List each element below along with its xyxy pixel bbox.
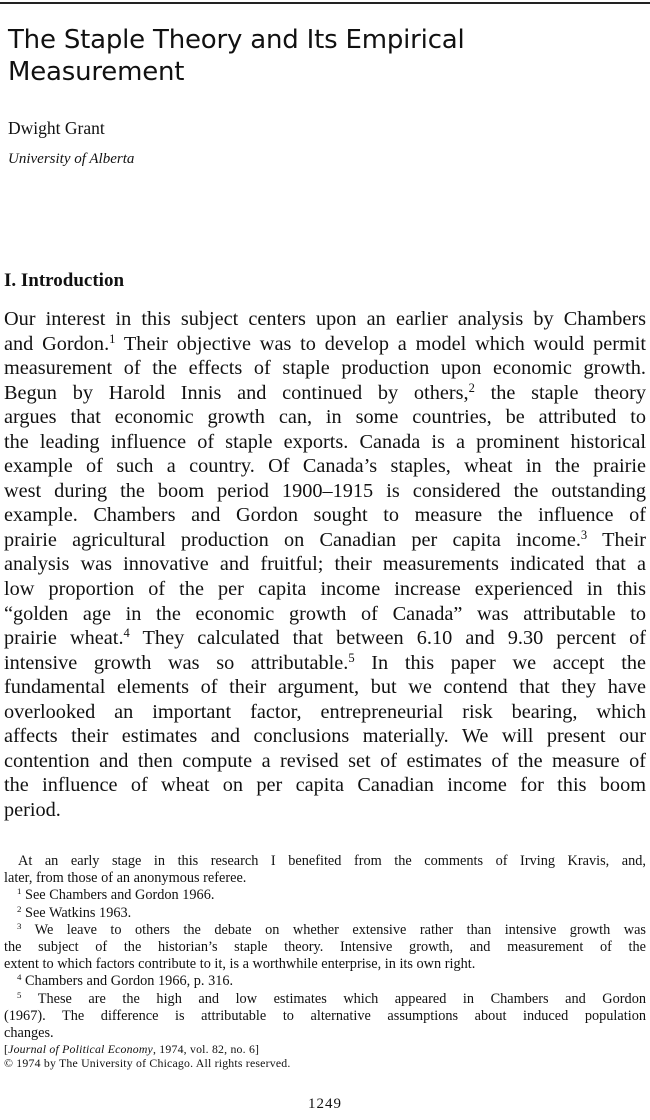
footnote-mark: 1 (17, 886, 22, 897)
body-line: measurement of the effects of staple pro… (4, 357, 646, 380)
footnote-mark: 5 (17, 989, 22, 1000)
footnote-2: 2 See Watkins 1963. (17, 903, 132, 921)
section-heading: I. Introduction (4, 270, 125, 291)
body-line: Begun by Harold Innis and continued by o… (4, 380, 647, 404)
body-line: example of such a country. Of Canada’s s… (4, 455, 646, 478)
body-line: fundamental elements of their argument, … (4, 676, 646, 699)
title-line: The Staple Theory and Its Empirical (8, 25, 465, 55)
author-name: Dwight Grant (8, 118, 105, 138)
acknowledgment-line: At an early stage in this research I ben… (18, 853, 646, 869)
body-line: contention and then compute a revised se… (4, 749, 646, 772)
author-affiliation: University of Alberta (8, 151, 135, 167)
footnote-mark: 3 (17, 920, 22, 931)
body-line: Our interest in this subject centers upo… (4, 308, 646, 330)
journal-citation: [Journal of Political Economy, 1974, vol… (4, 1042, 260, 1057)
page-number: 1249 (308, 1096, 342, 1112)
footnote-ref[interactable]: 4 (123, 626, 130, 641)
body-line: intensive growth was so attributable.5 I… (4, 650, 646, 674)
body-line: analysis was innovative and fruitful; th… (4, 553, 646, 576)
body-line: and Gordon.1 Their objective was to deve… (4, 331, 647, 355)
body-line: overlooked an important factor, entrepre… (4, 700, 646, 723)
body-line: argues that economic growth can, in some… (4, 406, 646, 429)
footnote-ref[interactable]: 3 (580, 528, 588, 542)
footnote-4: 4 Chambers and Gordon 1966, p. 316. (17, 972, 234, 990)
footnote-5-line: changes. (4, 1025, 54, 1042)
body-line: “golden age in the economic growth of Ca… (4, 602, 646, 625)
top-rule (0, 2, 650, 4)
copyright-notice: © 1974 by The University of Chicago. All… (4, 1056, 291, 1071)
footnote-5: 5 These are the high and low estimates w… (17, 989, 646, 1007)
journal-name: Journal of Political Economy (8, 1042, 153, 1057)
footnote-mark: 2 (17, 903, 22, 914)
footnote-ref[interactable]: 2 (468, 380, 475, 395)
acknowledgment-line: later, from those of an anonymous refere… (4, 870, 247, 887)
footnotes: At an early stage in this research I ben… (4, 853, 646, 1070)
footnote-1: 1 See Chambers and Gordon 1966. (17, 886, 215, 904)
footnote-3: 3 We leave to others the debate on wheth… (17, 920, 646, 938)
body-line: affects their estimates and conclusions … (4, 725, 646, 748)
body-line: west during the boom period 1900–1915 is… (4, 479, 646, 502)
body-line: prairie agricultural production on Canad… (4, 528, 646, 551)
footnote-ref[interactable]: 5 (348, 650, 355, 665)
footnote-mark: 4 (17, 972, 22, 983)
body-line: example. Chambers and Gordon sought to m… (4, 504, 646, 527)
body-line: the influence of wheat on per capita Can… (4, 774, 646, 797)
footnote-5-line: (1967). The difference is attributable t… (4, 1007, 646, 1024)
footnote-3-line: extent to which factors contribute to it… (4, 956, 476, 973)
body-line: prairie wheat.4 They calculated that bet… (4, 626, 646, 650)
introduction-paragraph: Our interest in this subject centers upo… (4, 307, 646, 822)
article-title: The Staple Theory and Its Empirical Meas… (8, 24, 628, 88)
title-line: Measurement (8, 57, 185, 87)
body-line: low proportion of the per capita income … (4, 578, 646, 601)
footnote-3-line: the subject of the historian’s staple th… (4, 939, 646, 956)
body-line: the leading influence of staple exports.… (4, 430, 646, 453)
body-line: period. (4, 798, 61, 821)
footnote-ref[interactable]: 1 (109, 331, 116, 346)
